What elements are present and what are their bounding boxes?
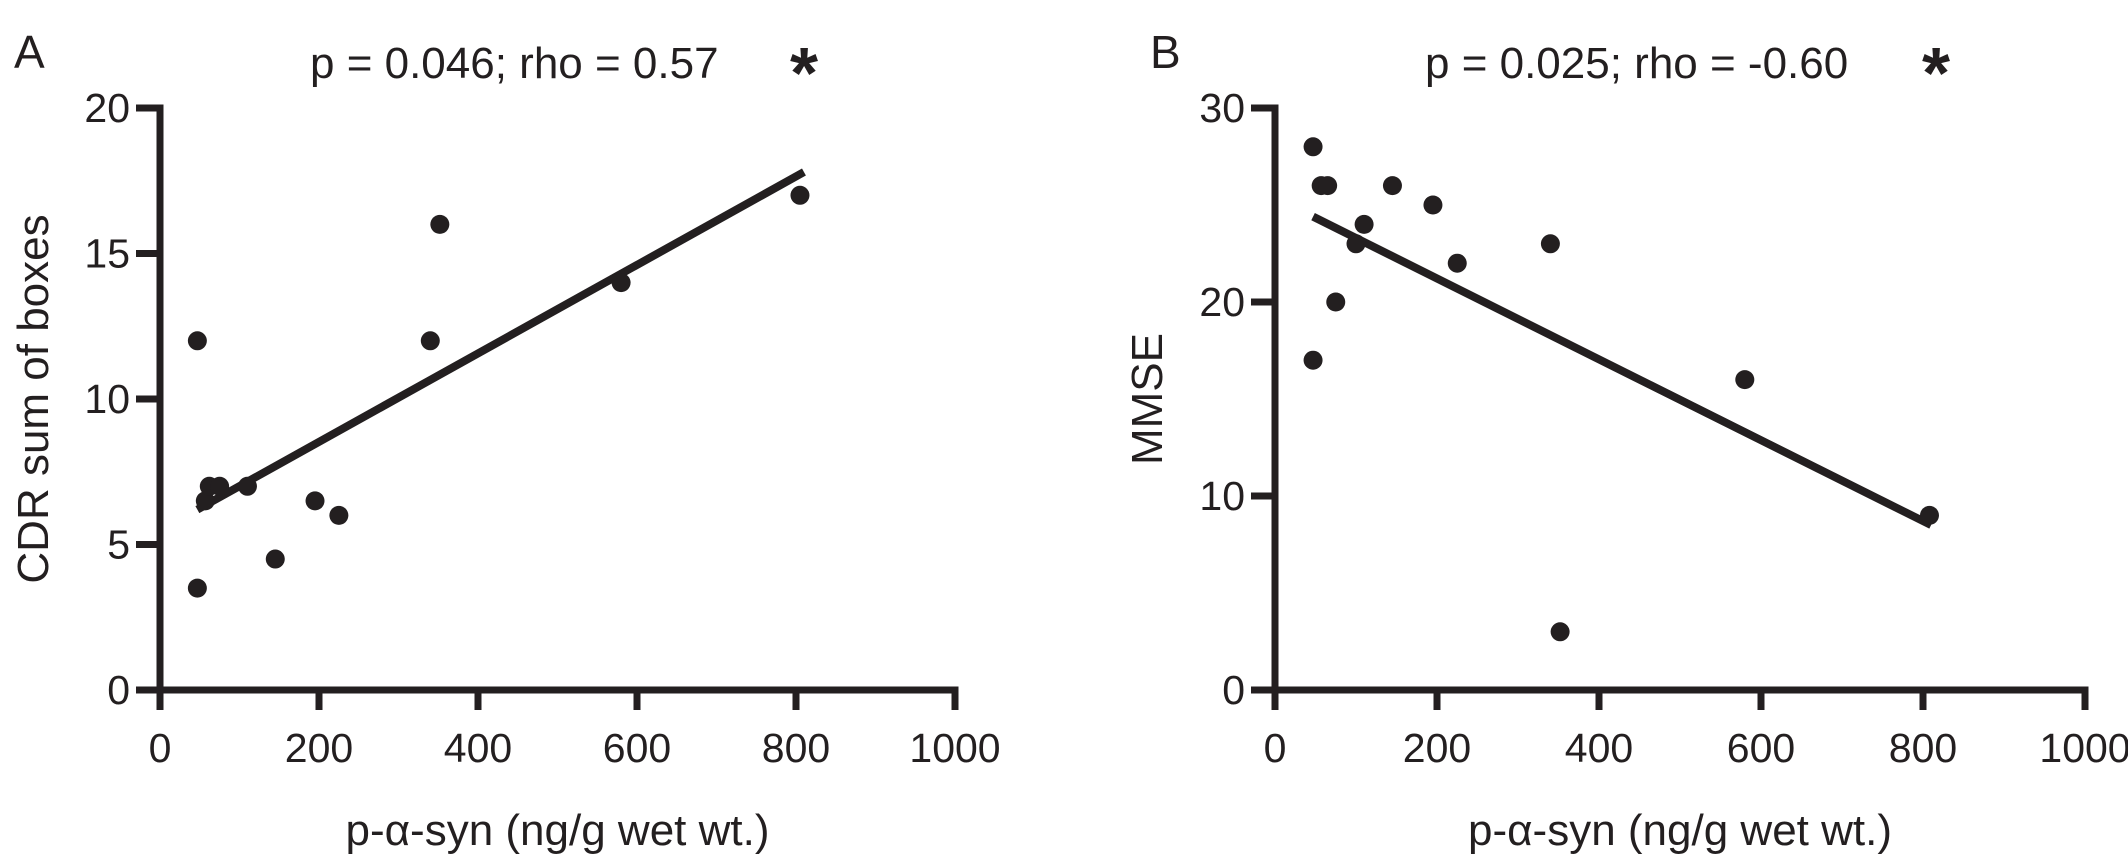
x-tick-label: 200 [285,725,353,771]
data-point [420,331,440,351]
data-point [1447,253,1467,273]
data-point [265,549,285,569]
y-axis-title: CDR sum of boxes [9,214,58,583]
statistics-annotation: p = 0.025; rho = -0.60 [1425,39,1848,88]
regression-line [1311,213,1933,529]
regression-line [195,168,806,514]
y-tick-label: 30 [1199,85,1245,131]
y-tick-label: 5 [107,522,130,568]
data-point [210,476,230,496]
data-point [329,505,349,525]
data-point [1346,234,1366,254]
x-tick-label: 400 [1565,725,1633,771]
y-tick-label: 10 [84,376,130,422]
data-point [1550,622,1570,642]
data-point [1303,137,1323,157]
y-tick-label: 0 [1222,667,1245,713]
statistics-annotation: p = 0.046; rho = 0.57 [310,39,719,88]
data-point [187,578,207,598]
data-point [1354,214,1374,234]
y-tick-label: 0 [107,667,130,713]
significance-star: * [790,34,818,114]
x-axis-title: p-α-syn (ng/g wet wt.) [1468,806,1892,855]
x-tick-label: 1000 [909,725,1000,771]
data-point [430,214,450,234]
y-tick-label: 10 [1199,473,1245,519]
x-axis-title: p-α-syn (ng/g wet wt.) [346,806,770,855]
data-point [1540,234,1560,254]
x-tick-label: 800 [762,725,830,771]
x-tick-label: 1000 [2039,725,2128,771]
x-tick-label: 800 [1889,725,1957,771]
y-tick-label: 20 [1199,279,1245,325]
data-point [790,185,810,205]
data-point [1326,292,1346,312]
x-tick-label: 200 [1403,725,1471,771]
data-point [237,476,257,496]
data-point [1423,195,1443,215]
x-tick-label: 600 [603,725,671,771]
data-point [1919,505,1939,525]
data-point [611,273,631,293]
data-point [187,331,207,351]
y-tick-label: 20 [84,85,130,131]
data-point [305,491,325,511]
y-tick-label: 15 [84,231,130,277]
y-axis-title: MMSE [1123,333,1172,465]
data-point [1318,176,1338,196]
significance-star: * [1922,34,1950,114]
x-tick-label: 600 [1727,725,1795,771]
x-tick-label: 400 [444,725,512,771]
x-tick-label: 0 [1264,725,1287,771]
panel-label: A [14,26,45,78]
panel-label: B [1150,26,1181,78]
data-point [1303,350,1323,370]
x-tick-label: 0 [149,725,172,771]
data-point [1735,370,1755,390]
data-point [195,491,215,511]
data-point [1382,176,1402,196]
